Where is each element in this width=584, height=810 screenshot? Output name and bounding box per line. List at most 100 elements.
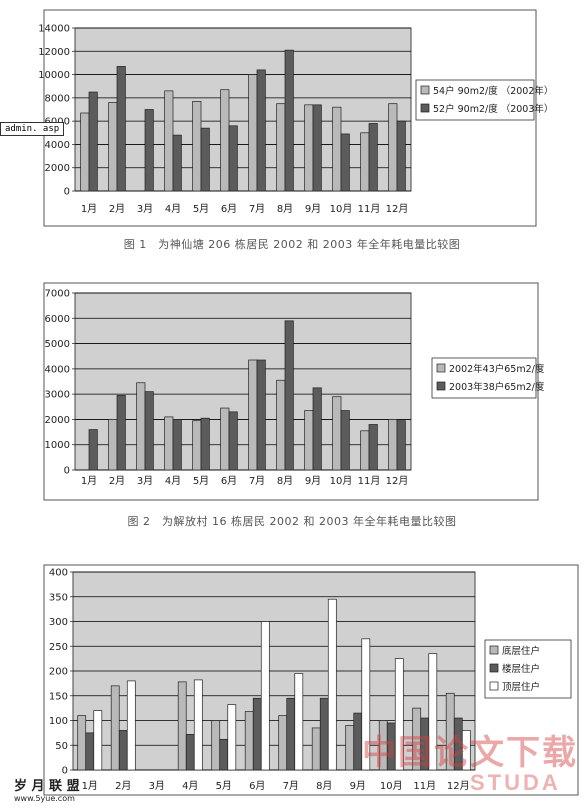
y-tick-label: 250 xyxy=(49,642,68,653)
x-tick-label: 10月 xyxy=(330,203,353,215)
bar-3-s3-1 xyxy=(93,710,103,771)
x-tick-label: 1月 xyxy=(81,475,97,487)
chart-3: 0 50 100 150 200 250 300 350 400 1月 2月 3月 4月 5月 6月 7月 8月… xyxy=(43,564,579,796)
bar-1-s1-11 xyxy=(360,132,370,192)
legend-label: 54户 90m2/度 （2002年） xyxy=(433,85,553,97)
bar-3-s3-4 xyxy=(193,679,203,771)
y-tick-label: 0 xyxy=(62,766,68,777)
y-tick-label: 4000 xyxy=(45,140,70,151)
legend-swatch xyxy=(489,645,499,655)
x-tick-label: 9月 xyxy=(350,780,366,792)
y-tick-label: 300 xyxy=(49,617,68,628)
x-tick-label: 3月 xyxy=(137,203,153,215)
x-tick-label: 1月 xyxy=(82,780,98,792)
y-tick-label: 50 xyxy=(55,741,68,752)
legend-label: 楼层住户 xyxy=(502,663,540,675)
bar-1-s1-10 xyxy=(332,106,342,192)
chart-2: 0 1000 2000 3000 4000 5000 6000 7000 1月 2月 3月 4月 5月 6… xyxy=(43,282,545,501)
legend-swatch xyxy=(489,681,499,691)
bar-3-s3-10 xyxy=(394,658,404,771)
bar-2-s2-9 xyxy=(312,387,322,471)
bar-1-s1-6 xyxy=(220,89,230,192)
x-tick-label: 7月 xyxy=(249,203,265,215)
x-tick-label: 12月 xyxy=(386,203,409,215)
legend-box xyxy=(431,357,537,399)
bar-1-s2-7 xyxy=(256,69,266,192)
bar-3-s3-12 xyxy=(461,730,471,771)
bar-2-s2-5 xyxy=(200,417,210,471)
y-tick-label: 2000 xyxy=(45,415,70,426)
y-tick-label: 150 xyxy=(49,691,68,702)
bar-1-s2-9 xyxy=(312,104,322,192)
x-tick-label: 5月 xyxy=(193,475,209,487)
bar-2-s1-5 xyxy=(192,420,202,471)
x-tick-label: 4月 xyxy=(165,475,181,487)
bar-3-s3-2 xyxy=(126,680,136,771)
legend-label: 2003年38户65m2/度 xyxy=(449,381,545,393)
bar-2-s2-1 xyxy=(88,429,98,471)
y-tick-label: 1000 xyxy=(45,440,70,451)
x-tick-label: 11月 xyxy=(358,203,381,215)
bar-3-s1-1 xyxy=(77,715,87,771)
x-tick-label: 12月 xyxy=(386,475,409,487)
x-tick-label: 5月 xyxy=(216,780,232,792)
legend-label: 52户 90m2/度 （2003年） xyxy=(433,103,553,115)
bar-2-s2-6 xyxy=(228,411,238,471)
x-tick-label: 3月 xyxy=(137,475,153,487)
bar-1-s1-1 xyxy=(80,112,90,192)
x-tick-label: 6月 xyxy=(249,780,265,792)
legend-box xyxy=(415,79,535,121)
bar-2-s1-10 xyxy=(332,396,342,471)
x-tick-label: 2月 xyxy=(115,780,131,792)
bar-1-s2-5 xyxy=(200,127,210,192)
bar-2-s2-4 xyxy=(172,419,182,471)
bar-2-s2-3 xyxy=(144,391,154,471)
y-tick-label: 7000 xyxy=(45,289,70,300)
site-left-watermark: www.5yue.com xyxy=(14,794,75,803)
bar-3-s1-6 xyxy=(244,711,254,771)
bar-3-s3-11 xyxy=(428,653,438,771)
bar-3-s3-6 xyxy=(260,621,270,771)
x-tick-label: 5月 xyxy=(193,203,209,215)
bar-1-s2-10 xyxy=(340,133,350,192)
legend-box xyxy=(484,639,572,699)
bar-2-s2-12 xyxy=(396,420,406,471)
bar-3-s2-5 xyxy=(219,738,229,771)
y-tick-label: 3000 xyxy=(45,390,70,401)
figure-1-caption: 图 1 为神仙塘 206 栋居民 2002 和 2003 年全年耗电量比较图 xyxy=(123,238,461,251)
x-tick-label: 11月 xyxy=(358,475,381,487)
y-tick-label: 8000 xyxy=(45,93,70,104)
plot-area xyxy=(74,27,412,192)
legend-label: 底层住户 xyxy=(502,645,540,657)
bar-3-s3-8 xyxy=(327,598,337,771)
y-tick-label: 10000 xyxy=(38,70,70,81)
x-tick-label: 8月 xyxy=(316,780,332,792)
bar-3-s2-6 xyxy=(252,697,262,771)
bar-3-s1-8 xyxy=(311,727,321,771)
bar-1-s2-3 xyxy=(144,109,154,192)
y-tick-label: 200 xyxy=(49,667,68,678)
bar-3-s2-7 xyxy=(286,697,296,771)
bar-2-s1-6 xyxy=(220,407,230,471)
bar-1-s2-1 xyxy=(88,91,98,192)
bar-2-s1-7 xyxy=(248,359,258,471)
bar-1-s1-2 xyxy=(108,102,118,192)
x-tick-label: 7月 xyxy=(283,780,299,792)
x-tick-label: 9月 xyxy=(305,475,321,487)
bar-3-s1-4 xyxy=(177,681,187,771)
bar-3-s1-5 xyxy=(211,720,221,771)
x-tick-label: 7月 xyxy=(249,475,265,487)
x-tick-label: 10月 xyxy=(380,780,403,792)
bar-3-s2-9 xyxy=(353,712,363,771)
bar-2-s2-2 xyxy=(116,395,126,471)
bar-2-s1-11 xyxy=(360,430,370,471)
y-tick-label: 0 xyxy=(64,187,70,198)
figure-2-caption: 图 2 为解放村 16 栋居民 2002 和 2003 年全年耗电量比较图 xyxy=(127,515,457,528)
y-tick-label: 400 xyxy=(49,568,68,579)
bar-2-s1-3 xyxy=(136,382,146,471)
x-tick-label: 6月 xyxy=(221,475,237,487)
bar-3-s2-4 xyxy=(185,734,195,771)
bar-2-s1-2 xyxy=(108,419,118,471)
x-tick-label: 8月 xyxy=(277,475,293,487)
admin-watermark: admin. asp xyxy=(0,122,65,136)
